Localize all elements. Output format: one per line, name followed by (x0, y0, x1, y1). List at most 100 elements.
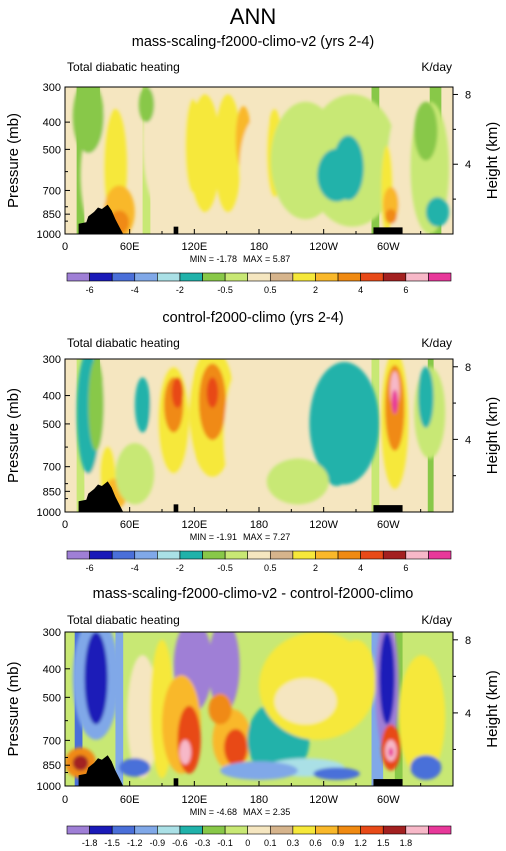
contour-region (388, 747, 394, 757)
colorbar-swatch (224, 550, 249, 560)
contour-region (379, 632, 395, 725)
contour-region (224, 729, 248, 766)
x-tick-label: 120E (181, 794, 207, 806)
colorbar-swatch (428, 272, 452, 282)
contour-region (321, 430, 353, 486)
units-label: K/day (421, 613, 452, 627)
y-tick-label: 1000 (37, 229, 61, 241)
colorbar-swatch (428, 550, 452, 560)
colorbar-swatch (292, 272, 316, 282)
colorbar-swatch (157, 825, 181, 835)
x-tick-label: 120E (181, 241, 207, 253)
colorbar-label: 0 (245, 838, 250, 848)
right-axis-label: Height (km) (484, 122, 501, 200)
contour-field (65, 87, 453, 234)
colorbar-swatch (247, 825, 271, 835)
colorbar-swatch (337, 272, 361, 282)
colorbar-swatch (111, 825, 136, 835)
contour-region (177, 705, 201, 774)
colorbar-swatch (292, 550, 316, 560)
colorbar-label: -2 (176, 285, 184, 295)
colorbar-swatch (269, 825, 294, 835)
topography-mask (78, 481, 124, 512)
colorbar-label: 0.1 (264, 838, 277, 848)
colorbar-swatch (134, 272, 158, 282)
contour-region (138, 87, 155, 123)
chart-panel-1: mass-scaling-f2000-climo-v2 (yrs 2-4) Tot… (5, 34, 501, 295)
field-stripe (76, 87, 85, 234)
y-tick-label: 850 (43, 760, 61, 772)
field-blobs (65, 632, 446, 780)
y-tick-label: 700 (43, 462, 61, 474)
colorbar: -6 -4 -2 -0.5 0.5 2 4 6 (66, 550, 452, 573)
colorbar-swatch (66, 825, 90, 835)
chart-panel-3: mass-scaling-f2000-climo-v2 - control-f2… (5, 586, 501, 848)
colorbar-label: 6 (403, 285, 408, 295)
colorbar-swatch (89, 272, 113, 282)
colorbar-label: 2 (313, 285, 318, 295)
topography-mask (173, 504, 179, 512)
right-tick-label: 4 (465, 159, 471, 171)
contour-region (414, 101, 438, 161)
colorbar: -6 -4 -2 -0.5 0.5 2 4 6 (66, 272, 452, 295)
units-label: K/day (421, 336, 452, 350)
colorbar-swatch (89, 825, 113, 835)
colorbar-swatch (269, 272, 294, 282)
colorbar-label: 1.8 (400, 838, 413, 848)
x-tick-label: 120E (181, 519, 207, 531)
colorbar-label: -2 (176, 563, 184, 573)
x-tick-label: 60W (377, 794, 400, 806)
colorbar-label: -0.5 (217, 563, 233, 573)
contour-region (398, 655, 446, 779)
x-tick-label: 180 (250, 519, 268, 531)
colorbar-swatch (382, 272, 407, 282)
colorbar-swatch (134, 550, 158, 560)
y-tick-label: 300 (43, 82, 61, 94)
y-axis-label: Pressure (mb) (5, 661, 22, 756)
contour-region (332, 135, 364, 201)
colorbar-swatch (66, 550, 90, 560)
colorbar-label: 2 (313, 563, 318, 573)
colorbar-swatch (405, 272, 429, 282)
colorbar-swatch (111, 272, 136, 282)
colorbar-label: -0.5 (217, 285, 233, 295)
right-axis-label: Height (km) (484, 670, 501, 748)
chart-panel-2: control-f2000-climo (yrs 2-4) Total diaba… (5, 310, 501, 573)
colorbar-swatch (202, 272, 226, 282)
colorbar-swatch (224, 825, 249, 835)
min-label: MIN = -1.78 (190, 254, 237, 264)
colorbar-swatch (405, 550, 429, 560)
contour-region (274, 678, 337, 725)
colorbar-label: -0.6 (172, 838, 188, 848)
colorbar-swatch (224, 272, 249, 282)
colorbar-label: -0.3 (195, 838, 211, 848)
topography-mask (173, 226, 179, 234)
y-tick-label: 1000 (37, 781, 61, 793)
colorbar-swatch (405, 825, 429, 835)
right-tick-label: 8 (465, 89, 471, 101)
colorbar-label: -6 (86, 285, 94, 295)
colorbar-label: 1.2 (354, 838, 367, 848)
colorbar-swatch (360, 272, 384, 282)
y-axis-label: Pressure (mb) (5, 388, 22, 483)
y-tick-label: 1000 (37, 507, 61, 519)
colorbar-label: 4 (358, 563, 363, 573)
y-tick-label: 500 (43, 692, 61, 704)
y-tick-label: 700 (43, 185, 61, 197)
topography-mask (173, 778, 179, 786)
contour-region (224, 366, 263, 505)
x-tick-label: 120W (309, 794, 338, 806)
x-tick-label: 60W (377, 241, 400, 253)
colorbar-label: 4 (358, 285, 363, 295)
contour-region (385, 209, 397, 224)
x-tick-label: 180 (250, 241, 268, 253)
colorbar-label: 0.3 (287, 838, 300, 848)
contour-region (391, 389, 398, 415)
x-tick-label: 0 (62, 794, 68, 806)
colorbar-swatch (66, 272, 90, 282)
contour-field (65, 632, 453, 786)
contour-region (220, 761, 298, 780)
colorbar-label: -6 (86, 563, 94, 573)
colorbar-label: -0.9 (150, 838, 166, 848)
colorbar-swatch (247, 272, 271, 282)
